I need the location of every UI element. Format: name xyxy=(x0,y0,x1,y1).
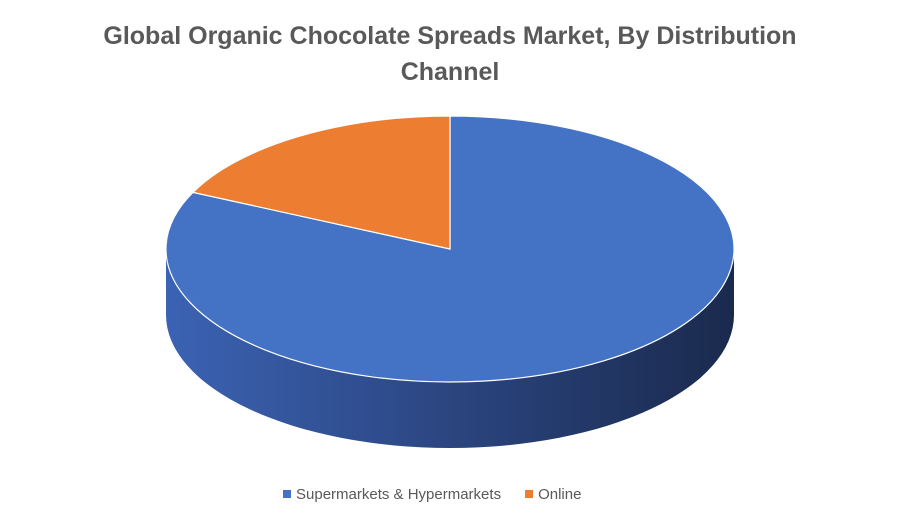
chart-title: Global Organic Chocolate Spreads Market,… xyxy=(103,22,797,86)
pie-slice xyxy=(191,115,451,250)
legend-label: Supermarkets & Hypermarkets xyxy=(296,486,501,503)
legend-swatch xyxy=(525,490,534,498)
pie-slice-side xyxy=(166,249,734,448)
legend-swatch xyxy=(283,490,291,498)
legend-label: Online xyxy=(538,486,581,503)
